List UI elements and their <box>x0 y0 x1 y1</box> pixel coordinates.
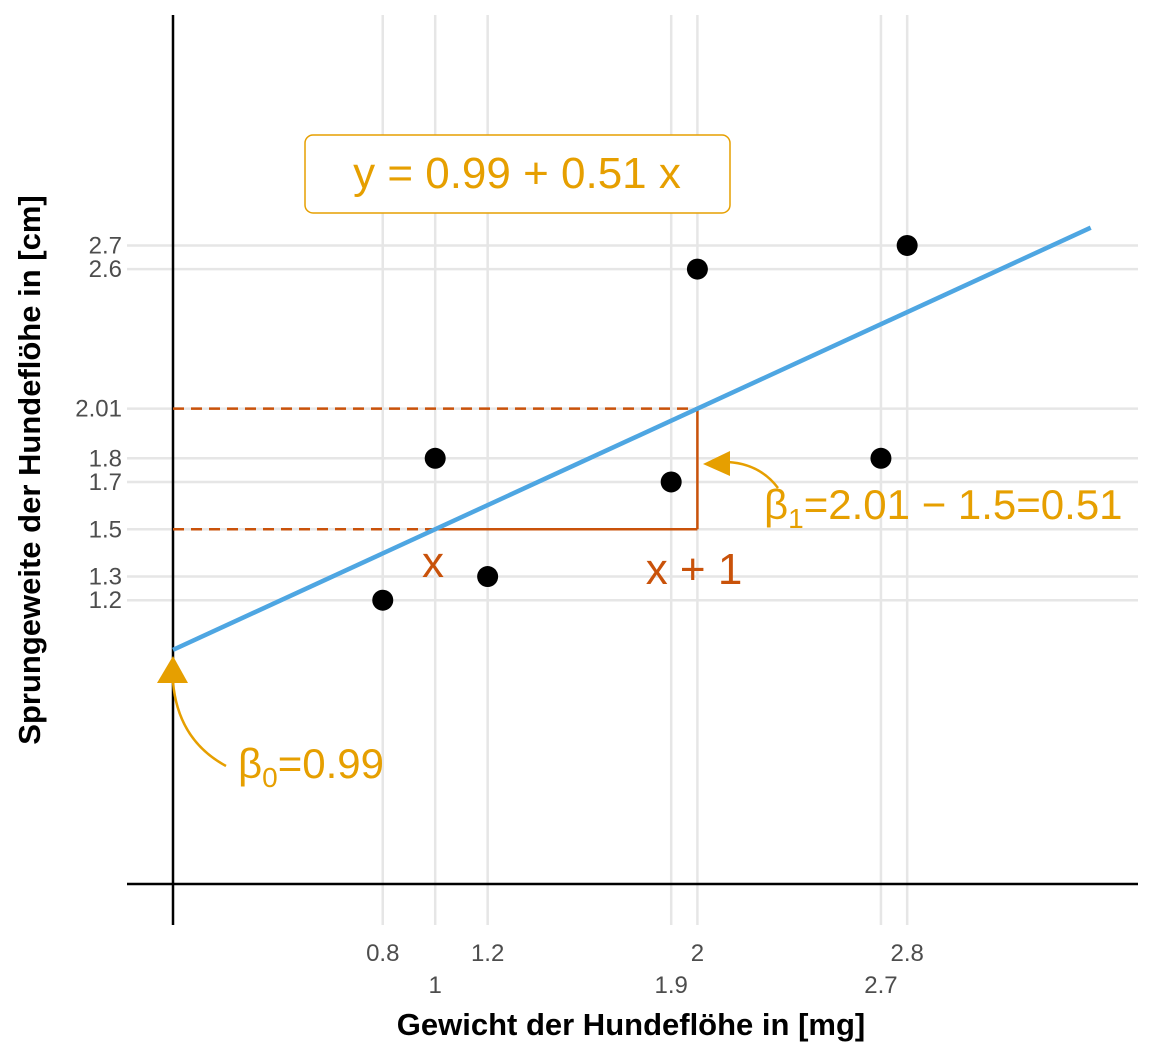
beta1-arrow-head <box>703 451 730 476</box>
beta0-arrow-head <box>157 656 188 683</box>
y-tick-label-6: 2.6 <box>89 256 122 283</box>
y-tick-labels: 1.21.3 1.5 1.71.8 2.01 2.62.7 <box>75 232 122 614</box>
data-point-2 <box>477 566 499 588</box>
y-axis-title: Sprungeweite der Hundeflöhe in [cm] <box>12 195 47 744</box>
data-points <box>372 234 918 611</box>
data-point-5 <box>870 447 892 469</box>
x-tick-label-1: 1 <box>429 972 442 999</box>
equation-label: y = 0.99 + 0.51 x <box>353 149 681 198</box>
regression-line <box>172 225 1092 652</box>
data-point-4 <box>686 258 708 280</box>
beta0-arrow-curve <box>171 681 227 768</box>
data-point-1 <box>424 447 446 469</box>
equation-box-border <box>304 134 731 214</box>
x-tick-label-5: 2.7 <box>864 972 897 999</box>
data-point-0 <box>372 589 394 611</box>
x-axis-title: Gewicht der Hundeflöhe in [mg] <box>397 1007 865 1042</box>
x-tick-label-6: 2.8 <box>890 940 923 967</box>
beta0-annotation: β0=0.99 <box>157 656 384 793</box>
beta1-annotation: β1=2.01 − 1.5=0.51 <box>703 451 1123 534</box>
beta0-subscript: 0 <box>262 762 278 793</box>
y-gridlines <box>127 244 1138 602</box>
beta1-symbol: β <box>764 481 788 528</box>
step-label-x: x <box>422 538 444 587</box>
beta0-symbol: β <box>238 740 262 787</box>
beta1-subscript: 1 <box>788 503 804 534</box>
x-tick-label-3: 1.9 <box>654 972 687 999</box>
x-tick-labels: 0.8 1 1.2 1.92 2.7 2.8 <box>366 940 924 999</box>
data-point-6 <box>896 234 918 256</box>
x-tick-label-4: 2 <box>691 940 704 967</box>
data-point-3 <box>660 471 682 493</box>
beta1-label: β1=2.01 − 1.5=0.51 <box>764 481 1123 534</box>
y-tick-label-5: 2.01 <box>75 396 122 423</box>
y-tick-label-2: 1.5 <box>89 516 122 543</box>
beta1-arrow-curve <box>727 460 779 489</box>
x-tick-label-2: 1.2 <box>471 940 504 967</box>
beta1-value: =2.01 − 1.5=0.51 <box>804 481 1123 528</box>
step-label-x-plus-1: x + 1 <box>646 545 743 594</box>
x-tick-label-0: 0.8 <box>366 940 399 967</box>
slope-step-guides <box>173 407 699 531</box>
beta0-label: β0=0.99 <box>238 740 384 793</box>
y-tick-label-0: 1.2 <box>89 587 122 614</box>
y-tick-label-3: 1.7 <box>89 469 122 496</box>
equation-box: y = 0.99 + 0.51 x <box>304 134 731 214</box>
y-tick-label-4: 1.8 <box>89 445 122 472</box>
y-tick-label-7: 2.7 <box>89 232 122 259</box>
beta0-value: =0.99 <box>278 740 384 787</box>
y-tick-label-1: 1.3 <box>89 564 122 591</box>
